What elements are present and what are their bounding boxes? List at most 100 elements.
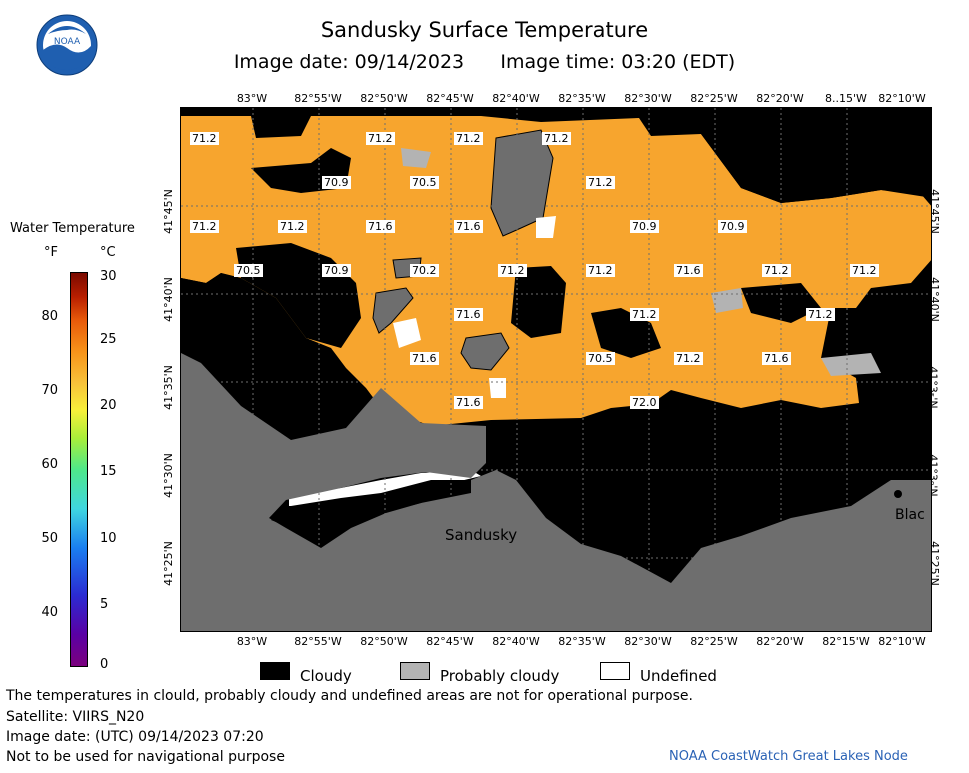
temp-label: 71.2 — [806, 308, 835, 321]
temperature-map: 71.2 71.2 71.2 71.2 70.9 70.5 71.2 71.2 … — [180, 107, 932, 632]
lon-label-top: 83°W — [236, 92, 268, 105]
lon-label-bottom: 82°30'W — [624, 635, 672, 648]
lon-label-top: 82°35'W — [558, 92, 606, 105]
lon-label-bottom: 82°55'W — [294, 635, 342, 648]
lon-label-top: 82°55'W — [294, 92, 342, 105]
place-label-sandusky: Sandusky — [445, 526, 518, 544]
lon-label-top: 82°10'W — [878, 92, 926, 105]
temp-label: 71.6 — [366, 220, 395, 233]
c-tick: 5 — [100, 597, 109, 612]
footer-utc-date: Image date: (UTC) 09/14/2023 07:20 — [6, 729, 264, 745]
temp-label: 70.9 — [718, 220, 747, 233]
temp-label: 70.5 — [410, 176, 439, 189]
undefined-area — [393, 318, 421, 348]
lon-label-top: 82°30'W — [624, 92, 672, 105]
unit-fahrenheit: °F — [44, 245, 58, 260]
footer-nav-warning: Not to be used for navigational purpose — [6, 749, 285, 765]
temp-label: 70.5 — [234, 264, 263, 277]
land-mainland — [181, 353, 931, 631]
f-tick: 40 — [41, 605, 58, 620]
legend-swatch-cloudy — [260, 662, 290, 680]
f-tick: 70 — [41, 383, 58, 398]
temp-label: 71.6 — [674, 264, 703, 277]
footer-credit: NOAA CoastWatch Great Lakes Node — [669, 749, 908, 764]
cloud-patch — [271, 480, 471, 543]
lon-label-bottom: 82°35'W — [558, 635, 606, 648]
probably-cloudy-patch — [401, 148, 431, 168]
temp-label: 70.9 — [630, 220, 659, 233]
lon-label-top: 82°20'W — [756, 92, 804, 105]
graticule — [181, 108, 931, 631]
temp-label: 71.2 — [366, 132, 395, 145]
temp-label: 70.9 — [322, 264, 351, 277]
temp-label: 71.6 — [454, 220, 483, 233]
lon-label-bottom: 82°20'W — [756, 635, 804, 648]
unit-celsius: °C — [100, 245, 116, 260]
temp-label: 71.2 — [630, 308, 659, 321]
temperature-colorbar — [70, 272, 88, 667]
c-tick: 30 — [100, 269, 117, 284]
island — [372, 287, 414, 334]
f-tick: 50 — [41, 531, 58, 546]
lon-label-top: 82°40'W — [492, 92, 540, 105]
image-date-time: Image date: 09/14/2023 Image time: 03:20… — [233, 51, 736, 73]
lon-label-bottom: 82°50'W — [360, 635, 408, 648]
temp-label: 71.2 — [674, 352, 703, 365]
legend-swatch-probably-cloudy — [400, 662, 430, 680]
lon-label-bottom: 82°25'W — [690, 635, 738, 648]
c-tick: 0 — [100, 657, 109, 672]
probably-cloudy-patch — [711, 288, 743, 313]
temp-label: 70.5 — [586, 352, 615, 365]
temp-label: 71.2 — [586, 264, 615, 277]
lon-label-top: 82°25'W — [690, 92, 738, 105]
legend-label-probably-cloudy: Probably cloudy — [440, 667, 560, 685]
legend-swatch-undefined — [600, 662, 630, 680]
place-label-black: Blac — [895, 507, 925, 523]
c-tick: 10 — [100, 531, 117, 546]
lon-label-top: 82°45'W — [426, 92, 474, 105]
f-tick: 60 — [41, 457, 58, 472]
c-tick: 20 — [100, 398, 117, 413]
page-title: Sandusky Surface Temperature — [320, 18, 649, 42]
footer-note: The temperatures in clould, probably clo… — [6, 688, 693, 704]
water-region — [181, 116, 931, 426]
undefined-area — [536, 216, 556, 238]
temp-label: 71.6 — [454, 308, 483, 321]
c-tick: 15 — [100, 464, 117, 479]
lat-label-left: 41°40'N — [161, 277, 175, 322]
lon-label-bottom: 82°45'W — [426, 635, 474, 648]
probably-cloudy-patch — [821, 353, 881, 376]
black-river-marker — [894, 490, 902, 498]
temp-label: 70.9 — [322, 176, 351, 189]
temp-label: 71.2 — [586, 176, 615, 189]
lat-label-left: 41°30'N — [161, 453, 175, 498]
lat-label-left: 41°45'N — [161, 189, 175, 234]
lon-label-bottom: 82°40'W — [492, 635, 540, 648]
temp-label: 71.2 — [542, 132, 571, 145]
colorbar-title: Water Temperature — [10, 221, 135, 236]
temp-label: 70.2 — [410, 264, 439, 277]
temp-label: 71.6 — [454, 396, 483, 409]
lon-label-bottom: 82°15'W — [822, 635, 870, 648]
logo-text: NOAA — [54, 37, 81, 47]
cloud-patch — [651, 116, 931, 203]
island — [460, 332, 510, 371]
lon-label-bottom: 83°W — [236, 635, 268, 648]
footer-satellite: Satellite: VIIRS_N20 — [6, 709, 145, 725]
cloud-patch — [511, 266, 566, 338]
legend-label-undefined: Undefined — [640, 667, 717, 685]
legend-label-cloudy: Cloudy — [300, 667, 352, 685]
lon-label-top: 8..15'W — [825, 92, 867, 105]
temp-label: 71.6 — [410, 352, 439, 365]
lat-label-left: 41°35'N — [161, 365, 175, 410]
temp-label: 71.2 — [454, 132, 483, 145]
lon-label-bottom: 82°10'W — [878, 635, 926, 648]
temp-label: 71.2 — [762, 264, 791, 277]
temp-label: 71.2 — [190, 132, 219, 145]
temp-label: 71.2 — [498, 264, 527, 277]
lon-label-top: 82°50'W — [360, 92, 408, 105]
temp-label: 71.2 — [850, 264, 879, 277]
undefined-area — [489, 378, 506, 398]
noaa-logo: NOAA — [36, 14, 98, 76]
temp-label: 71.6 — [762, 352, 791, 365]
